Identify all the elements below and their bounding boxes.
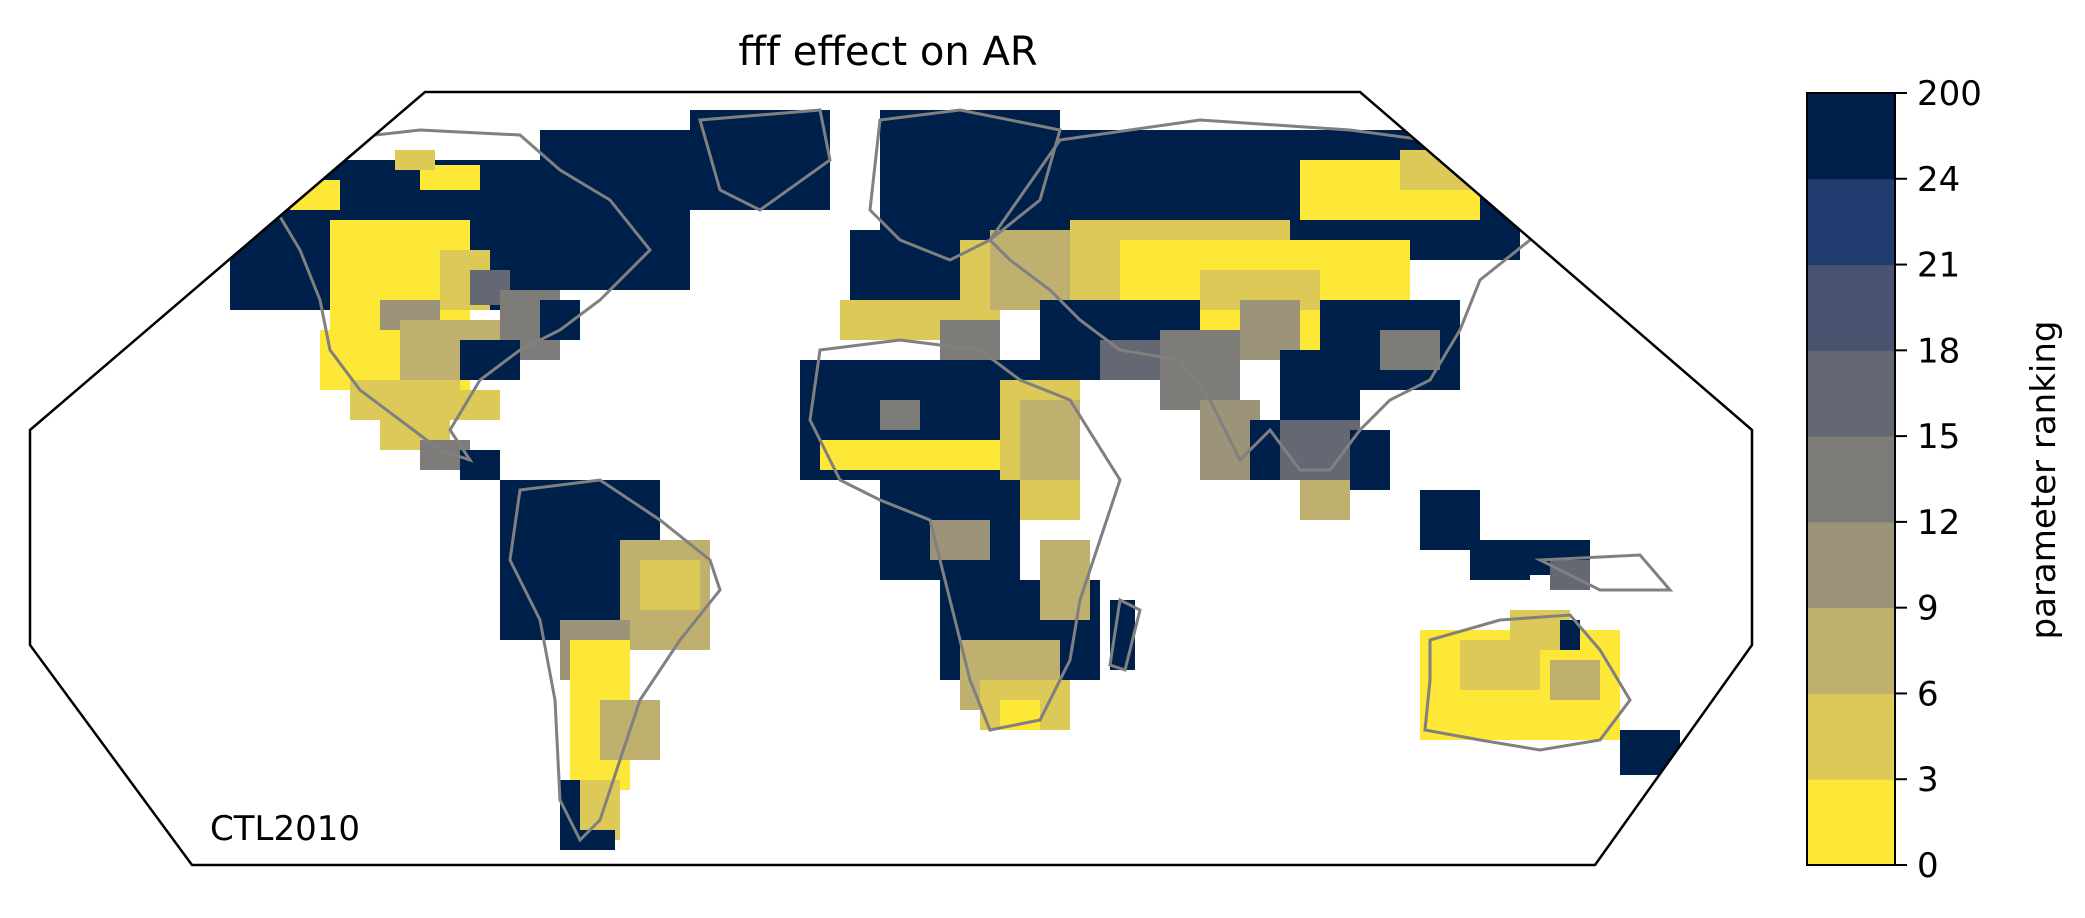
colorbar-tick-label: 12: [1917, 503, 1960, 543]
colorbar-tick-label: 200: [1917, 74, 1982, 114]
region-australia: [1420, 610, 1680, 775]
map-panel: CTL2010: [28, 90, 1754, 867]
colorbar: 0 3 6 9 12 15 18 21 24 200 parameter ranking: [1806, 74, 2064, 886]
region-north-america: [230, 110, 830, 480]
colorbar-bands: [1807, 93, 1895, 866]
colorbar-band: [1807, 178, 1895, 266]
experiment-label: CTL2010: [210, 809, 360, 849]
colorbar-frame: [1806, 92, 1896, 866]
colorbar-label: parameter ranking: [2024, 321, 2064, 640]
colorbar-tick-label: 18: [1917, 331, 1960, 371]
colorbar-band: [1807, 350, 1895, 437]
colorbar-tick-label: 21: [1917, 246, 1960, 286]
colorbar-ticks: 0 3 6 9 12 15 18 21 24 200: [1895, 74, 1982, 886]
colorbar-band: [1807, 93, 1895, 180]
colorbar-band: [1807, 607, 1895, 694]
colorbar-tick-label: 9: [1917, 589, 1939, 629]
region-south-america: [500, 480, 710, 850]
colorbar-tick-label: 15: [1917, 417, 1960, 457]
map-title: fff effect on AR: [738, 29, 1037, 75]
colorbar-tick-label: 6: [1917, 674, 1939, 714]
colorbar-tick-label: 0: [1917, 846, 1939, 886]
land-grid: [230, 108, 1680, 850]
colorbar-band: [1807, 779, 1895, 866]
region-asia: [990, 130, 1590, 590]
region-africa: [800, 360, 1135, 730]
colorbar-band: [1807, 436, 1895, 523]
colorbar-band: [1807, 693, 1895, 780]
colorbar-tick-label: 3: [1917, 760, 1939, 800]
colorbar-tick-label: 24: [1917, 160, 1960, 200]
map-frame: [28, 90, 1754, 867]
colorbar-band: [1807, 521, 1895, 609]
colorbar-band: [1807, 264, 1895, 351]
